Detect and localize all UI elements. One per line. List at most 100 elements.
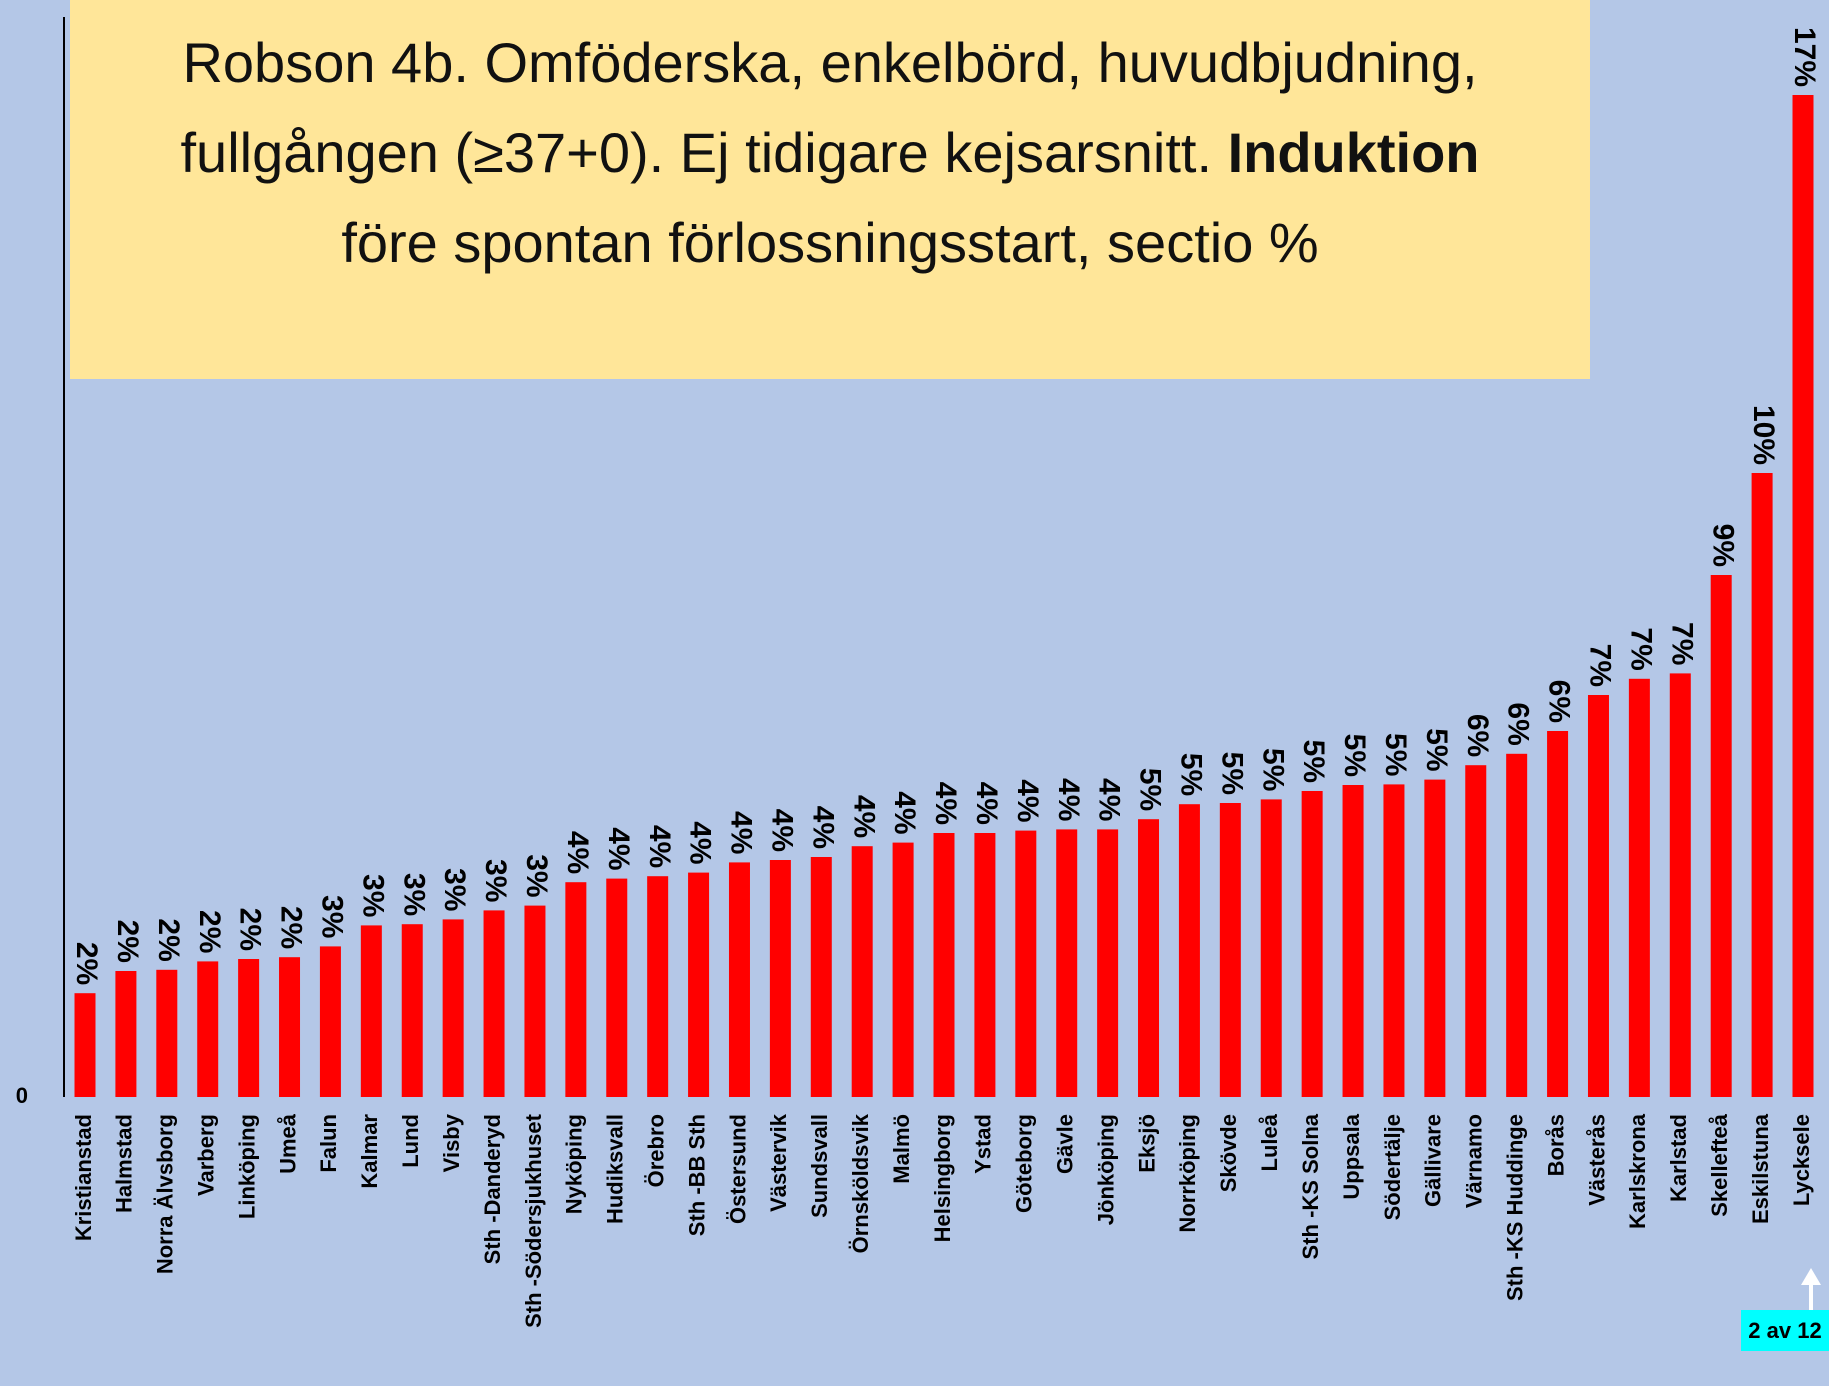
bar (115, 971, 137, 1097)
value-label: 3% (356, 874, 389, 917)
x-tick-label: Falun (316, 1114, 341, 1173)
x-tick-label: Örnsköldsvik (848, 1113, 873, 1253)
bar (279, 957, 301, 1097)
x-tick-label: Sth -KS Solna (1298, 1113, 1323, 1259)
x-tick-label: Norrköping (1175, 1114, 1200, 1233)
bar (1424, 779, 1446, 1097)
bar (238, 959, 260, 1097)
x-tick-label: Malmö (889, 1114, 914, 1184)
bar (974, 833, 996, 1097)
value-label: 6% (1502, 702, 1535, 745)
value-label: 5% (1134, 768, 1167, 811)
value-label: 4% (970, 782, 1003, 825)
value-label: 5% (1338, 734, 1371, 777)
value-label: 2% (70, 942, 103, 985)
value-label: 3% (520, 854, 553, 897)
value-label: 2% (193, 910, 226, 953)
x-tick-label: Sth -KS Huddinge (1502, 1114, 1527, 1301)
x-tick-label: Linköping (234, 1114, 259, 1219)
bar (1587, 695, 1609, 1097)
value-label: 9% (1706, 524, 1739, 567)
value-label: 5% (1215, 752, 1248, 795)
bar (1669, 673, 1691, 1097)
bar (1301, 791, 1323, 1097)
x-tick-label: Sth -BB Sth (684, 1114, 709, 1236)
bar (728, 862, 750, 1097)
x-tick-label: Gällivare (1421, 1114, 1446, 1207)
value-label: 2% (152, 918, 185, 961)
bar (565, 882, 587, 1097)
x-tick-label: Gävle (1053, 1114, 1078, 1174)
x-tick-label: Skövde (1216, 1114, 1241, 1192)
value-label: 4% (684, 821, 717, 864)
value-label: 4% (643, 825, 676, 868)
x-tick-label: Skellefteå (1707, 1113, 1732, 1216)
x-tick-label: Visby (439, 1113, 464, 1172)
value-label: 4% (888, 791, 921, 834)
x-tick-label: Umeå (275, 1113, 300, 1174)
x-tick-label: Västerås (1584, 1114, 1609, 1206)
value-label: 5% (1297, 740, 1330, 783)
bar (401, 924, 423, 1097)
value-label: 4% (765, 809, 798, 852)
x-tick-label: Karlstad (1666, 1114, 1691, 1202)
value-label: 5% (1379, 733, 1412, 776)
x-tick-label: Östersund (725, 1114, 750, 1224)
x-tick-label: Sundsvall (807, 1114, 832, 1218)
bar (483, 910, 505, 1097)
value-label: 6% (1543, 680, 1576, 723)
x-tick-label: Eksjö (1134, 1114, 1159, 1173)
bar (933, 833, 955, 1097)
x-tick-label: Eskilstuna (1748, 1113, 1773, 1224)
bar (524, 905, 546, 1097)
bar (1547, 731, 1569, 1097)
x-tick-label: Uppsala (1339, 1113, 1364, 1199)
bar (1465, 765, 1487, 1097)
value-label: 17% (1788, 27, 1821, 87)
value-label: 3% (438, 868, 471, 911)
title-part: före spontan förlossningsstart, sectio % (341, 211, 1319, 274)
bar (1178, 804, 1200, 1097)
value-label: 4% (725, 811, 758, 854)
x-tick-label: Lund (398, 1114, 423, 1168)
x-tick-label: Värnamo (1462, 1114, 1487, 1208)
bar (1219, 803, 1241, 1097)
bar (319, 946, 341, 1097)
value-label: 4% (1052, 778, 1085, 821)
chart-title: Robson 4b. Omföderska, enkelbörd, huvudb… (70, 0, 1590, 379)
bar (360, 925, 382, 1097)
bar (688, 872, 710, 1097)
bar (442, 919, 464, 1097)
x-tick-label: Kalmar (357, 1114, 382, 1189)
bar (1628, 678, 1650, 1097)
arrow-head (1801, 1268, 1821, 1285)
annotation: 2 av 12 (1741, 1310, 1829, 1351)
bar (1710, 575, 1732, 1097)
value-label: 4% (806, 806, 839, 849)
value-label: 3% (397, 873, 430, 916)
value-label: 2% (111, 920, 144, 963)
bar (769, 860, 791, 1097)
bar (647, 876, 669, 1097)
y-tick-label: 0 (16, 1083, 28, 1108)
bar (1751, 473, 1773, 1097)
value-label: 5% (1420, 728, 1453, 771)
bar (74, 993, 96, 1097)
bar (1056, 829, 1078, 1097)
bar (1792, 95, 1814, 1097)
value-label: 4% (847, 795, 880, 838)
value-label: 5% (1175, 753, 1208, 796)
bar (810, 857, 832, 1097)
x-tick-label: Jönköping (1093, 1114, 1118, 1225)
value-label: 4% (602, 827, 635, 870)
value-label: 7% (1584, 644, 1617, 687)
bar (1506, 753, 1528, 1097)
x-tick-label: Lycksele (1789, 1114, 1814, 1206)
x-tick-label: Nyköping (562, 1114, 587, 1214)
x-tick-label: Södertälje (1380, 1114, 1405, 1220)
value-label: 4% (929, 782, 962, 825)
value-label: 5% (1256, 748, 1289, 791)
x-tick-label: Sth -Danderyd (480, 1114, 505, 1264)
value-label: 7% (1624, 627, 1657, 670)
